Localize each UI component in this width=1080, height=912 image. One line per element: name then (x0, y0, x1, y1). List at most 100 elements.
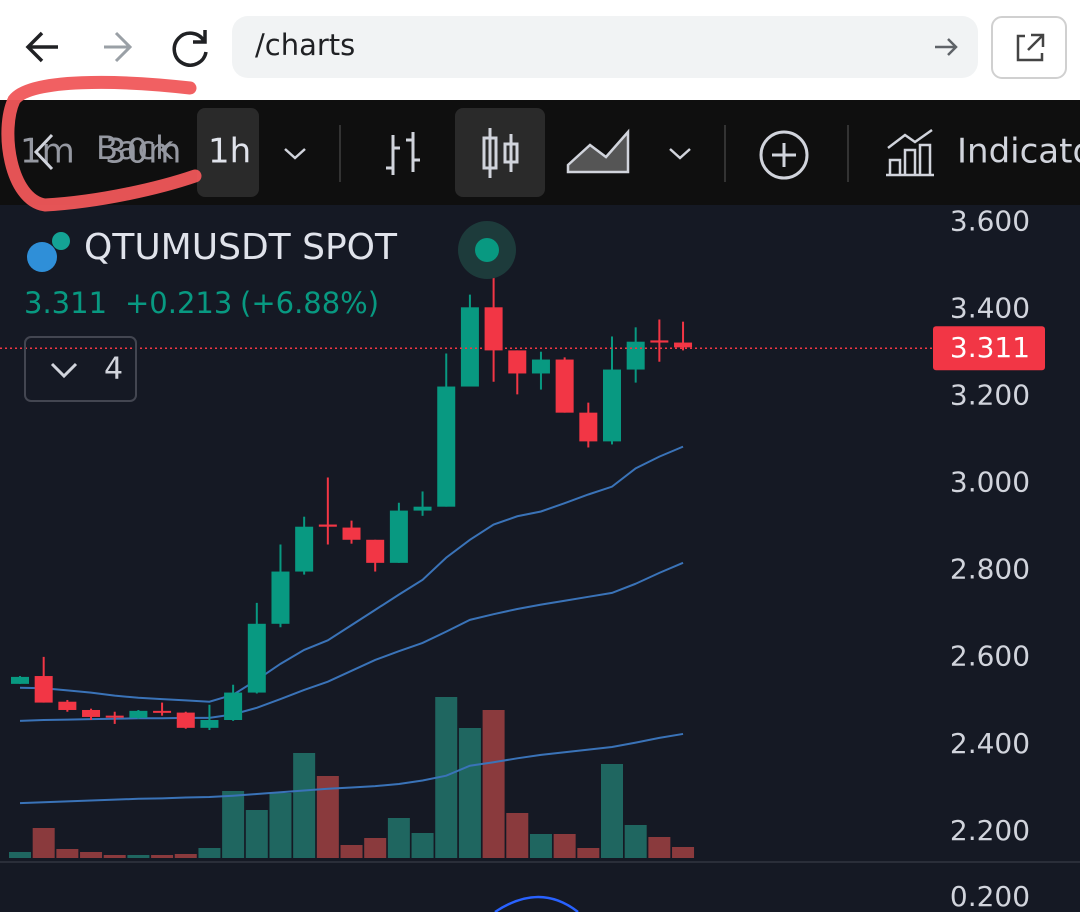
go-icon[interactable] (935, 38, 958, 56)
symbol-title: QTUMUSDT SPOT (84, 227, 398, 268)
candle-body (484, 307, 503, 351)
volume-bar (293, 753, 316, 858)
coin-icon (27, 242, 57, 272)
y-tick-label: 3.600 (950, 204, 1030, 237)
candle-body (58, 701, 77, 710)
volume-bar (103, 855, 126, 858)
volume-bar (127, 855, 150, 858)
volume-bar (198, 848, 221, 858)
area-style-button[interactable] (566, 128, 630, 174)
volume-bar (340, 845, 363, 858)
candle-body (531, 359, 550, 374)
lower-y-tick-label: 0.200 (950, 880, 1030, 912)
plus-icon (772, 143, 796, 167)
volume-bar (482, 710, 505, 858)
volume-bar (624, 825, 647, 858)
interval-dropdown[interactable] (284, 148, 306, 160)
indicators-button[interactable]: Indicators (957, 132, 1080, 172)
candle-body (153, 710, 172, 713)
moving-average (19, 732, 684, 805)
candle-body (342, 527, 361, 540)
moving-average (19, 561, 684, 722)
volume-bar (316, 776, 339, 858)
indicators-toggle[interactable] (24, 336, 137, 402)
candle-body (247, 623, 266, 693)
candles-style-selected[interactable] (455, 108, 545, 197)
candle-body (437, 386, 456, 507)
change-percent: (+6.88%) (240, 286, 379, 320)
y-tick-label: 2.600 (950, 640, 1030, 673)
candle-body (460, 307, 479, 387)
candle-body (105, 715, 124, 718)
volume-bar (648, 837, 671, 858)
indicator-count: 4 (104, 352, 123, 387)
volume-bar (553, 834, 576, 858)
y-tick-label: 3.400 (950, 291, 1030, 324)
interval-button[interactable]: 1h (208, 132, 251, 172)
url-bar[interactable] (232, 16, 978, 78)
back-button[interactable] (25, 31, 58, 63)
candle-body (82, 709, 101, 717)
volume-bar (411, 833, 434, 858)
candle-body (129, 710, 148, 718)
candle-body (366, 539, 385, 563)
last-price-label: 3.311 (950, 331, 1030, 364)
y-tick-label: 3.000 (950, 466, 1030, 499)
y-tick-label: 2.200 (950, 814, 1030, 847)
volume-bar (9, 852, 31, 858)
bars-style-button[interactable] (386, 132, 420, 175)
y-tick-label: 2.400 (950, 727, 1030, 760)
volume-bar (672, 847, 695, 858)
url: /charts (255, 28, 355, 62)
candle-body (650, 340, 669, 343)
volume-bar (269, 793, 292, 858)
price: 3.311 (24, 286, 107, 320)
external-icon (1016, 33, 1045, 62)
y-tick-label: 3.200 (950, 379, 1030, 412)
candle-body (413, 506, 432, 511)
change: +0.213 (125, 286, 232, 320)
volume-bar (435, 697, 458, 858)
back-label[interactable]: Back (96, 129, 174, 167)
volume-bar (529, 834, 552, 858)
indicators-icon[interactable] (886, 128, 934, 177)
candle-body (555, 359, 574, 413)
volume-bar (387, 818, 410, 858)
volume-bar (32, 828, 55, 858)
reload-button[interactable] (172, 30, 208, 67)
compare-button[interactable] (759, 130, 809, 180)
volume-bar (577, 848, 600, 858)
candle-body (11, 676, 29, 684)
candle-body (295, 526, 314, 572)
moving-average (19, 445, 684, 703)
candle-body (579, 412, 598, 442)
volume-bar (151, 855, 174, 858)
volume-bar (174, 854, 197, 858)
candle-body (603, 369, 621, 442)
candle-body (389, 510, 408, 563)
candle-body (34, 676, 53, 703)
interval-selected[interactable] (197, 108, 259, 197)
candle-body (271, 571, 290, 624)
y-tick-label: 2.800 (950, 553, 1030, 586)
exchange-icon (52, 232, 70, 250)
back-chevron[interactable] (33, 133, 54, 171)
candle-body (508, 350, 527, 374)
volume-bar (458, 728, 481, 858)
candle-body (176, 712, 195, 728)
forward-button[interactable] (104, 31, 133, 63)
volume-bar (364, 838, 387, 858)
last-price-badge (933, 326, 1045, 371)
candle-body (318, 524, 337, 527)
candle-body (626, 341, 645, 370)
volume-bar (80, 852, 103, 858)
style-dropdown[interactable] (669, 148, 691, 160)
oscillator-line (494, 895, 579, 912)
volume-bar (601, 764, 623, 858)
candle-body (200, 719, 219, 728)
interval-button[interactable]: 30m (105, 132, 181, 172)
volume-bar (222, 791, 245, 858)
candle-body (674, 342, 693, 348)
